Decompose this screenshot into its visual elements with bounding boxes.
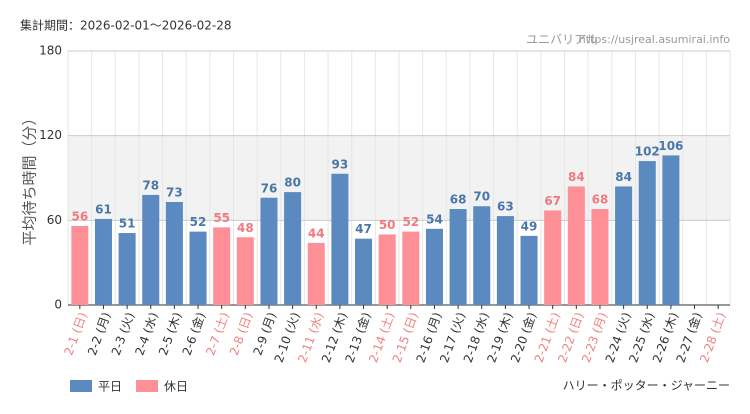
y-tick-label: 60	[47, 213, 62, 227]
value-label: 84	[615, 170, 632, 184]
bar	[236, 237, 254, 305]
source-url: https://usjreal.asumirai.info	[579, 33, 730, 46]
value-label: 93	[332, 157, 349, 171]
value-label: 55	[213, 211, 230, 225]
value-label: 80	[284, 176, 301, 190]
bar	[425, 228, 443, 305]
value-label: 102	[635, 145, 660, 159]
bar	[638, 161, 656, 305]
source: ユニバリアル	[526, 33, 598, 47]
y-axis-label: 平均待ち時間（分）	[21, 110, 39, 245]
bar	[284, 192, 302, 305]
bar	[591, 209, 609, 305]
value-label: 84	[568, 170, 585, 184]
bar	[662, 155, 680, 305]
value-label: 47	[355, 222, 372, 236]
bar	[260, 197, 278, 305]
value-label: 76	[261, 181, 278, 195]
value-label: 61	[95, 202, 112, 216]
bar	[355, 238, 373, 305]
bar	[520, 235, 538, 305]
bar	[378, 234, 396, 305]
bar	[331, 173, 349, 305]
value-label: 54	[426, 212, 443, 226]
legend-swatch	[70, 380, 92, 392]
bar	[544, 210, 562, 305]
value-label: 50	[379, 218, 396, 232]
bar	[94, 218, 112, 305]
value-label: 49	[521, 219, 538, 233]
bar	[213, 227, 231, 305]
bar	[567, 186, 585, 305]
value-label: 70	[473, 190, 490, 204]
value-label: 51	[119, 217, 136, 231]
period: 集計期間：2026-02-01～2026-02-28	[20, 18, 231, 33]
y-tick-label: 0	[54, 298, 62, 312]
bar	[142, 194, 160, 305]
value-label: 68	[450, 193, 467, 207]
value-label: 52	[190, 215, 207, 229]
bar	[118, 233, 136, 305]
value-label: 63	[497, 200, 514, 214]
legend-label: 休日	[164, 380, 188, 394]
legend-swatch	[136, 380, 158, 392]
bar	[449, 209, 467, 305]
legend-label: 平日	[98, 380, 122, 394]
value-label: 56	[71, 209, 88, 223]
bar	[473, 206, 491, 305]
bar	[615, 186, 633, 305]
value-label: 106	[658, 139, 683, 153]
value-label: 52	[402, 215, 419, 229]
y-tick-label: 120	[39, 128, 62, 142]
value-label: 48	[237, 221, 254, 235]
value-label: 44	[308, 226, 325, 240]
attraction: ハリー・ポッター・ジャーニー	[563, 379, 730, 393]
bar	[307, 242, 325, 305]
bar	[165, 201, 183, 305]
bar	[189, 231, 207, 305]
value-label: 73	[166, 185, 183, 199]
bar	[71, 225, 89, 305]
y-tick-label: 180	[39, 44, 62, 58]
value-label: 78	[142, 178, 159, 192]
value-label: 67	[544, 194, 561, 208]
bar	[496, 216, 514, 305]
value-label: 68	[592, 193, 609, 207]
bar	[402, 231, 420, 305]
